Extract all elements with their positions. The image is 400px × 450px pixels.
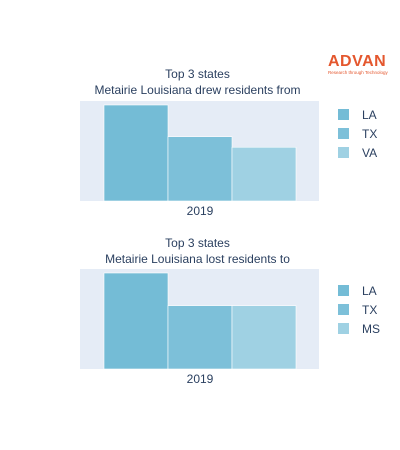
chart-1-legend: LA TX VA: [338, 105, 398, 162]
chart-1-title-line: Top 3 states: [165, 67, 230, 81]
chart-2-title: Top 3 states Metairie Louisiana lost res…: [70, 235, 325, 267]
advan-logo: ADVAN Research through Technology: [328, 54, 394, 78]
chart-2-subtitle: Metairie Louisiana lost residents to: [105, 252, 290, 266]
x-tick-label: 2019: [187, 204, 214, 218]
legend-label: MS: [362, 321, 380, 336]
legend-label: VA: [362, 145, 378, 160]
legend-swatch: [338, 147, 349, 158]
logo-tagline: Research through Technology: [328, 70, 388, 75]
bar-tx[interactable]: [167, 136, 233, 202]
legend-item-la[interactable]: LA: [338, 105, 398, 124]
legend-swatch: [338, 304, 349, 315]
bar-la[interactable]: [103, 104, 169, 202]
bar-la[interactable]: [103, 272, 169, 370]
chart-1-subtitle: Metairie Louisiana drew residents from: [94, 83, 301, 97]
chart-2-plot: 2019: [80, 269, 319, 386]
legend-item-la[interactable]: LA: [338, 281, 398, 300]
chart-1-title: Top 3 states Metairie Louisiana drew res…: [70, 66, 325, 98]
bar-va[interactable]: [231, 146, 297, 202]
legend-swatch: [338, 323, 349, 334]
legend-label: TX: [362, 126, 378, 141]
legend-item-ms[interactable]: MS: [338, 319, 398, 338]
legend-swatch: [338, 128, 349, 139]
x-tick-label: 2019: [187, 372, 214, 386]
chart-1-plot: 2019: [80, 101, 319, 218]
legend-item-va[interactable]: VA: [338, 143, 398, 162]
legend-swatch: [338, 285, 349, 296]
legend-item-tx[interactable]: TX: [338, 124, 398, 143]
logo-wordmark: ADVAN: [328, 53, 387, 70]
legend-label: LA: [362, 107, 377, 122]
chart-2-title-line: Top 3 states: [165, 236, 230, 250]
chart-2-legend: LA TX MS: [338, 281, 398, 338]
bar-ms[interactable]: [231, 305, 297, 370]
legend-swatch: [338, 109, 349, 120]
legend-label: LA: [362, 283, 377, 298]
legend-item-tx[interactable]: TX: [338, 300, 398, 319]
bar-tx[interactable]: [167, 305, 233, 370]
legend-label: TX: [362, 302, 378, 317]
